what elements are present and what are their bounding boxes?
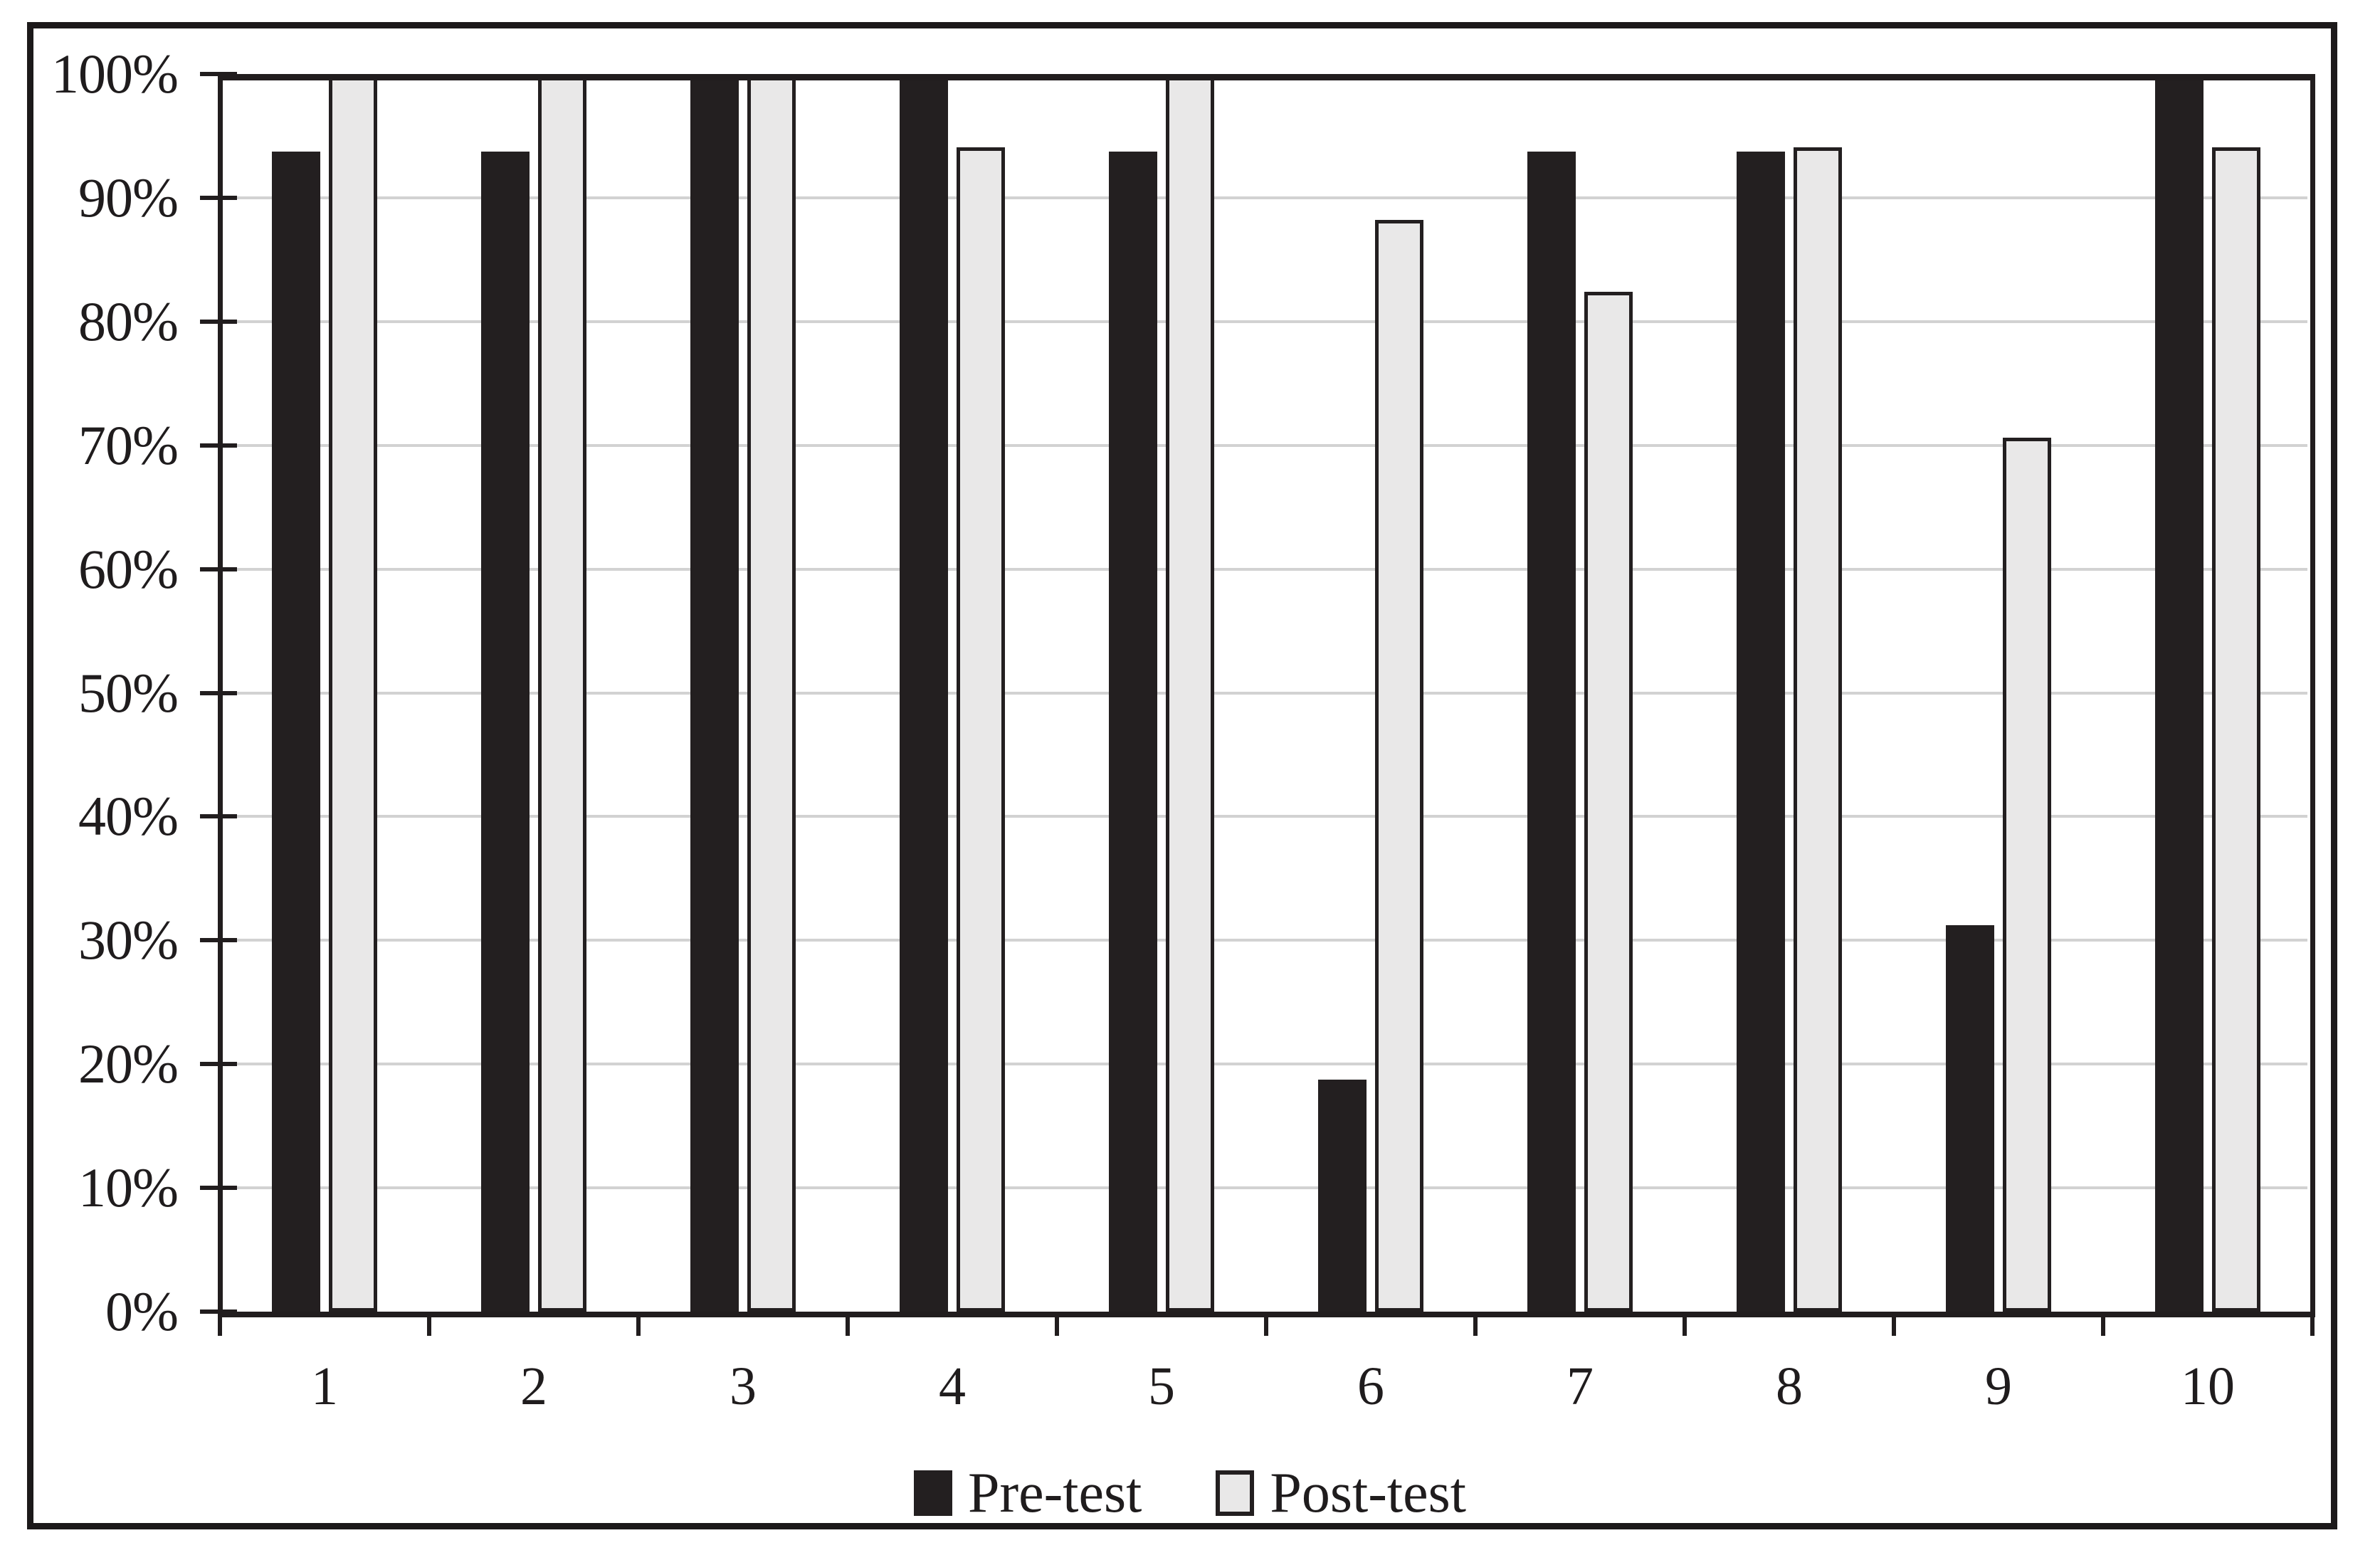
gridline-90pct bbox=[225, 196, 2307, 199]
bar-post-test-5 bbox=[1166, 74, 1214, 1312]
y-tick-label-70pct: 70% bbox=[78, 414, 179, 476]
x-axis-tick-1 bbox=[427, 1317, 431, 1336]
x-category-label-5: 5 bbox=[1148, 1356, 1175, 1416]
x-axis-tick-9 bbox=[2101, 1317, 2105, 1336]
x-category-label-9: 9 bbox=[1985, 1356, 2012, 1416]
legend-swatch-post-test bbox=[1216, 1470, 1255, 1516]
bar-post-test-7 bbox=[1584, 292, 1633, 1312]
x-category-label-10: 10 bbox=[2181, 1356, 2235, 1416]
y-tick-label-60pct: 60% bbox=[78, 538, 179, 600]
bar-pre-test-9 bbox=[1946, 925, 1994, 1312]
gridline-40pct bbox=[225, 815, 2307, 818]
gridline-50pct bbox=[225, 692, 2307, 695]
bar-post-test-4 bbox=[957, 147, 1005, 1312]
y-tick-label-90pct: 90% bbox=[78, 167, 179, 228]
y-tick-label-40pct: 40% bbox=[78, 785, 179, 847]
x-axis-tick-0 bbox=[218, 1317, 222, 1336]
x-axis-line bbox=[218, 1312, 2315, 1317]
y-axis-line bbox=[218, 74, 223, 1317]
y-tick-label-10pct: 10% bbox=[78, 1156, 179, 1218]
x-category-label-1: 1 bbox=[311, 1356, 338, 1416]
gridline-70pct bbox=[225, 444, 2307, 447]
bar-pre-test-5 bbox=[1109, 152, 1157, 1312]
x-axis-tick-6 bbox=[1473, 1317, 1478, 1336]
bar-post-test-6 bbox=[1375, 220, 1423, 1312]
legend-label-pre-test: Pre-test bbox=[968, 1461, 1142, 1524]
x-axis-tick-7 bbox=[1683, 1317, 1687, 1336]
x-axis-tick-8 bbox=[1892, 1317, 1896, 1336]
plot-border-right bbox=[2310, 74, 2315, 1317]
bar-post-test-2 bbox=[538, 74, 586, 1312]
legend-label-post-test: Post-test bbox=[1270, 1461, 1466, 1524]
bar-pre-test-8 bbox=[1737, 152, 1785, 1312]
figure-border bbox=[27, 22, 2337, 1529]
gridline-20pct bbox=[225, 1063, 2307, 1065]
bar-pre-test-4 bbox=[900, 74, 948, 1312]
legend: Pre-test Post-test bbox=[0, 1452, 2380, 1534]
plot-border-top bbox=[218, 74, 2315, 80]
gridline-10pct bbox=[225, 1186, 2307, 1189]
x-category-label-8: 8 bbox=[1776, 1356, 1803, 1416]
y-tick-label-20pct: 20% bbox=[78, 1033, 179, 1095]
y-tick-label-0pct: 0% bbox=[105, 1280, 179, 1342]
x-category-label-3: 3 bbox=[730, 1356, 757, 1416]
bar-pre-test-10 bbox=[2155, 74, 2203, 1312]
x-axis-tick-5 bbox=[1264, 1317, 1268, 1336]
bar-pre-test-3 bbox=[690, 74, 739, 1312]
y-tick-label-80pct: 80% bbox=[78, 290, 179, 352]
gridline-60pct bbox=[225, 568, 2307, 571]
bar-post-test-1 bbox=[329, 74, 377, 1312]
y-tick-label-30pct: 30% bbox=[78, 909, 179, 971]
bar-post-test-10 bbox=[2212, 147, 2260, 1312]
bar-post-test-9 bbox=[2003, 438, 2051, 1312]
x-axis-tick-10 bbox=[2310, 1317, 2315, 1336]
gridline-80pct bbox=[225, 320, 2307, 323]
x-axis-tick-3 bbox=[846, 1317, 850, 1336]
x-category-label-6: 6 bbox=[1357, 1356, 1384, 1416]
bar-pre-test-2 bbox=[481, 152, 530, 1312]
bar-post-test-3 bbox=[747, 74, 796, 1312]
x-category-label-2: 2 bbox=[520, 1356, 547, 1416]
x-category-label-7: 7 bbox=[1567, 1356, 1594, 1416]
x-axis-tick-4 bbox=[1055, 1317, 1059, 1336]
x-axis-tick-2 bbox=[636, 1317, 641, 1336]
legend-swatch-pre-test bbox=[914, 1470, 953, 1516]
bar-pre-test-7 bbox=[1527, 152, 1576, 1312]
bar-pre-test-6 bbox=[1318, 1080, 1367, 1312]
y-tick-label-50pct: 50% bbox=[78, 662, 179, 724]
x-category-label-4: 4 bbox=[939, 1356, 966, 1416]
y-tick-label-100pct: 100% bbox=[51, 43, 179, 105]
bar-pre-test-1 bbox=[272, 152, 320, 1312]
gridline-30pct bbox=[225, 939, 2307, 942]
bar-post-test-8 bbox=[1794, 147, 1842, 1312]
